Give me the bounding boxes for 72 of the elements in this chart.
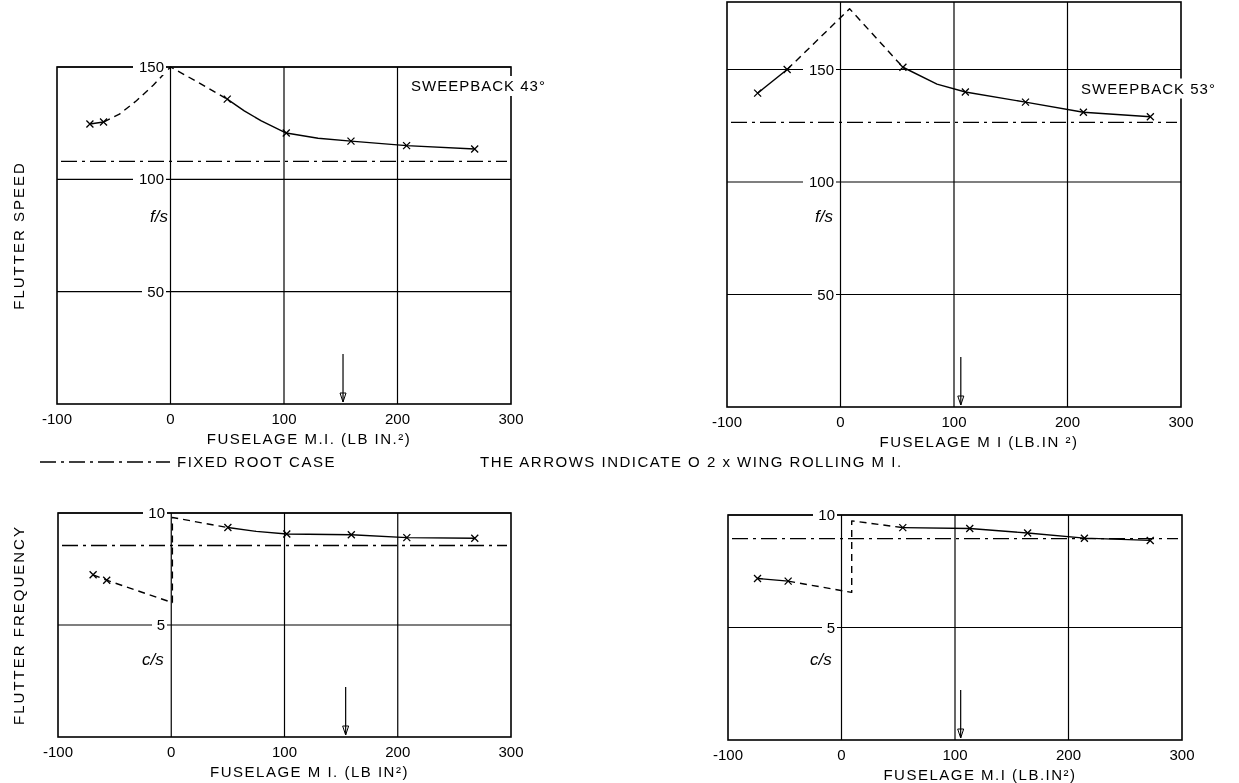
x-tick-label: 200 [385, 743, 411, 760]
x-axis-title: FUSELAGE M.I. (LB IN.²) [206, 430, 412, 447]
point [282, 529, 291, 539]
x-tick-label: -100 [42, 743, 74, 760]
text: THE ARROWS INDICATE O 2 x WING ROLLING M I. [480, 453, 903, 470]
x-tick-label: -100 [711, 413, 743, 430]
point [1079, 108, 1088, 117]
x-tick-label: 200 [1054, 413, 1081, 430]
point [753, 88, 762, 98]
x-axis-title: FUSELAGE M.I (LB.IN²) [883, 766, 1077, 783]
y-tick-label: 150 [138, 58, 164, 75]
point [85, 119, 95, 129]
annotation: c/s [810, 650, 833, 669]
y-tick-label: 50 [817, 285, 834, 303]
x-tick-label: 0 [837, 746, 846, 763]
point [753, 574, 762, 583]
point [470, 144, 479, 154]
annotation: c/s [142, 650, 165, 669]
point [784, 577, 793, 586]
point [470, 534, 479, 543]
annotation: f/s [815, 207, 834, 226]
point [223, 523, 233, 532]
x-tick-label: 0 [166, 410, 175, 427]
y-tick-label: 100 [808, 173, 834, 190]
x-tick-label: 0 [836, 413, 845, 430]
point [961, 87, 970, 97]
point [965, 524, 974, 533]
point [1023, 528, 1032, 538]
x-axis-title: FUSELAGE M I. (LB IN²) [210, 763, 409, 780]
y-tick-label: 100 [138, 170, 164, 188]
y-axis-title: FLUTTER SPEED [10, 161, 27, 310]
point [1146, 536, 1155, 545]
x-tick-label: 200 [384, 410, 411, 427]
point [282, 128, 291, 138]
point [402, 533, 411, 542]
point [102, 576, 111, 585]
y-tick-label: 150 [808, 60, 834, 78]
point [402, 141, 411, 150]
y-tick-label: 5 [156, 616, 165, 633]
y-tick-label: 10 [148, 504, 165, 521]
point [898, 63, 908, 72]
y-tick-label: 50 [147, 282, 164, 300]
x-tick-label: -100 [712, 746, 744, 763]
x-tick-label: 300 [498, 410, 524, 427]
point [347, 530, 356, 539]
ref-line-label: FIXED ROOT CASE [177, 453, 336, 470]
y-tick-label: 10 [818, 506, 835, 523]
point [99, 117, 108, 127]
y-tick-label: 5 [826, 618, 835, 636]
x-tick-label: 200 [1055, 746, 1082, 763]
x-tick-label: 100 [271, 410, 297, 427]
point [898, 523, 907, 532]
y-axis-title: FLUTTER FREQUENCY [10, 525, 27, 725]
point [223, 94, 232, 104]
x-tick-label: 300 [1169, 746, 1195, 763]
x-tick-label: 300 [1168, 413, 1194, 430]
point [1021, 97, 1030, 107]
point [1146, 112, 1155, 121]
x-axis-title: FUSELAGE M I (LB.IN ²) [879, 433, 1079, 450]
annotation: f/s [150, 207, 169, 226]
point [1080, 534, 1089, 543]
point [783, 65, 792, 74]
x-tick-label: 100 [942, 746, 968, 763]
point [88, 570, 98, 579]
x-tick-label: 300 [498, 743, 524, 760]
text: SWEEPBACK 53° [1081, 79, 1216, 97]
x-tick-label: 0 [167, 743, 176, 760]
point [346, 136, 356, 146]
text: SWEEPBACK 43° [411, 77, 546, 94]
x-tick-label: -100 [41, 410, 73, 427]
x-tick-label: 100 [941, 413, 967, 430]
x-tick-label: 100 [271, 743, 298, 760]
